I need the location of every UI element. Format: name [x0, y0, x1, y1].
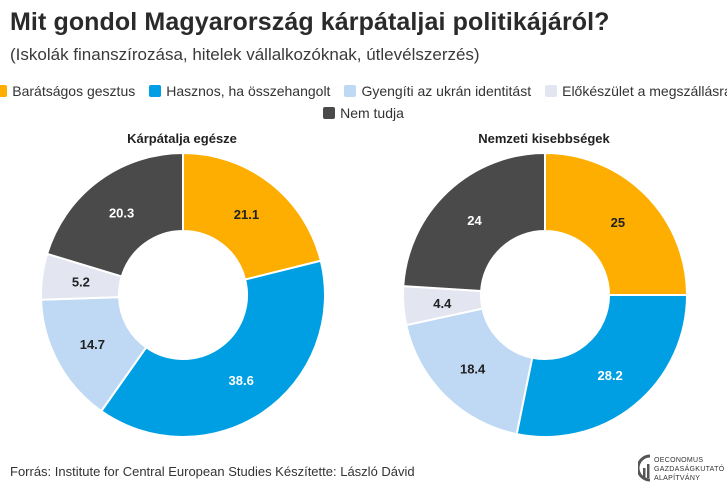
legend-label: Nem tudja: [340, 105, 404, 121]
legend-swatch: [545, 85, 558, 97]
donut-whole-region: 21.1 38.6 14.7 5.2 20.3: [40, 151, 326, 438]
donut-slice-useful: [515, 294, 689, 438]
chart-subtitle: (Iskolák finanszírozása, hitelek vállalk…: [10, 45, 480, 64]
legend-label: Gyengíti az ukrán identitást: [361, 83, 532, 99]
legend-swatch: [0, 85, 8, 97]
donut-slice-friendly: [544, 151, 689, 296]
donut-minorities: 25 28.2 18.4 4.4 24: [402, 151, 689, 438]
donut-value-label: 20.3: [109, 205, 134, 220]
legend-swatch: [323, 107, 336, 119]
legend-swatch: [344, 85, 357, 97]
logo-line-1: OECONOMUS: [654, 457, 704, 464]
legend-item-friendly: Barátságos gesztus: [0, 83, 135, 99]
legend-item-dont-know: Nem tudja: [323, 105, 404, 121]
legend: Barátságos gesztus Hasznos, ha összehang…: [0, 80, 727, 124]
legend-label: Előkészület a megszállásra: [562, 83, 727, 99]
donut-value-label: 21.1: [234, 207, 259, 222]
donut-title-whole-region: Kárpátalja egésze: [127, 131, 237, 146]
donut-slice-friendly: [182, 151, 323, 281]
legend-label: Barátságos gesztus: [12, 83, 136, 99]
donut-value-label: 24: [467, 213, 482, 228]
donut-slice-dont-know: [45, 151, 184, 278]
donut-value-label: 5.2: [72, 275, 90, 290]
source-footer: Forrás: Institute for Central European S…: [10, 464, 415, 479]
donut-slice-weakens: [405, 307, 534, 436]
legend-row-2: Nem tudja: [0, 102, 727, 124]
donut-slice-useful: [99, 259, 326, 438]
legend-row-1: Barátságos gesztus Hasznos, ha összehang…: [0, 80, 727, 102]
donut-value-label: 28.2: [597, 368, 622, 383]
donut-slice-dont-know: [402, 151, 546, 293]
legend-item-useful: Hasznos, ha összehangolt: [149, 83, 330, 99]
donut-value-label: 25: [611, 215, 625, 230]
legend-label: Hasznos, ha összehangolt: [166, 83, 331, 99]
donut-title-minorities: Nemzeti kisebbségek: [478, 131, 610, 146]
legend-item-weakens: Gyengíti az ukrán identitást: [344, 83, 531, 99]
donut-value-label: 14.7: [80, 337, 105, 352]
legend-item-occupation: Előkészület a megszállásra: [545, 83, 727, 99]
logo-line-2: GAZDASÁGKUTATÓ: [654, 466, 725, 473]
logo-text: OECONOMUS GAZDASÁGKUTATÓ ALAPÍTVÁNY: [654, 456, 724, 483]
logo-line-3: ALAPÍTVÁNY: [654, 475, 701, 482]
legend-swatch: [149, 85, 162, 97]
donut-value-label: 18.4: [460, 361, 486, 376]
donut-value-label: 4.4: [433, 296, 452, 311]
donut-value-label: 38.6: [229, 373, 254, 388]
logo-mark-icon: [636, 454, 651, 482]
donut-slice-weakens: [40, 296, 148, 413]
oeconomus-logo: OECONOMUS GAZDASÁGKUTATÓ ALAPÍTVÁNY: [636, 452, 724, 492]
chart-title: Mit gondol Magyarország kárpátaljai poli…: [10, 8, 610, 36]
